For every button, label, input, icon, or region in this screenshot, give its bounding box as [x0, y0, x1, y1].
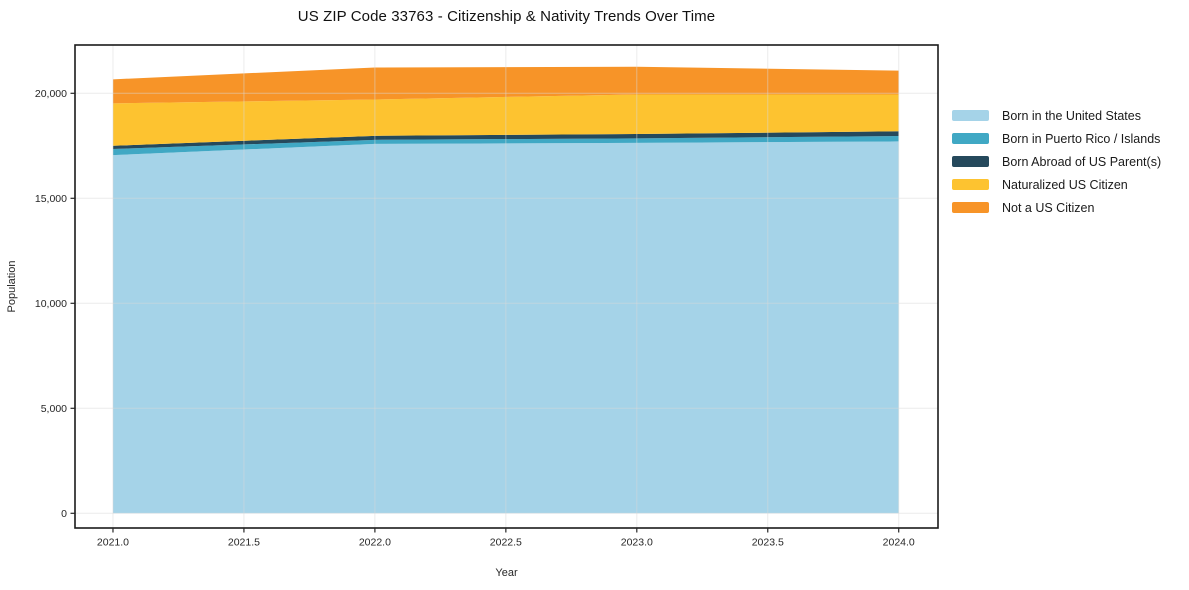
- legend-swatch-not-citizen: [952, 202, 989, 213]
- legend: Born in the United States Born in Puerto…: [952, 104, 1161, 219]
- legend-swatch-born-in-us: [952, 110, 989, 121]
- legend-item: Not a US Citizen: [952, 196, 1161, 219]
- y-tick-label: 20,000: [35, 88, 67, 100]
- y-tick-label: 5,000: [41, 403, 67, 415]
- legend-item: Naturalized US Citizen: [952, 173, 1161, 196]
- x-tick-label: 2024.0: [883, 537, 915, 549]
- legend-item: Born in the United States: [952, 104, 1161, 127]
- x-tick-label: 2023.5: [752, 537, 784, 549]
- y-axis-label: Population: [6, 261, 18, 313]
- y-tick-label: 15,000: [35, 193, 67, 205]
- legend-item: Born Abroad of US Parent(s): [952, 150, 1161, 173]
- legend-label: Naturalized US Citizen: [1002, 177, 1128, 192]
- legend-swatch-born-in-puerto-rico: [952, 133, 989, 144]
- y-tick-label: 10,000: [35, 298, 67, 310]
- legend-item: Born in Puerto Rico / Islands: [952, 127, 1161, 150]
- x-tick-label: 2022.5: [490, 537, 522, 549]
- legend-swatch-born-abroad: [952, 156, 989, 167]
- area-series-2: [112, 131, 899, 150]
- legend-label: Born in Puerto Rico / Islands: [1002, 131, 1161, 146]
- x-tick-label: 2023.0: [621, 537, 653, 549]
- legend-label: Born Abroad of US Parent(s): [1002, 154, 1162, 169]
- legend-swatch-naturalized: [952, 179, 989, 190]
- legend-label: Born in the United States: [1002, 108, 1141, 123]
- legend-label: Not a US Citizen: [1002, 200, 1095, 215]
- x-axis-label: Year: [495, 567, 518, 579]
- chart-title: US ZIP Code 33763 - Citizenship & Nativi…: [297, 8, 716, 25]
- area-series-1: [112, 136, 899, 156]
- y-tick-label: 0: [61, 508, 67, 520]
- x-tick-label: 2021.0: [97, 537, 129, 549]
- x-tick-label: 2022.0: [359, 537, 391, 549]
- x-tick-label: 2021.5: [228, 537, 260, 549]
- plot-border: [74, 44, 939, 529]
